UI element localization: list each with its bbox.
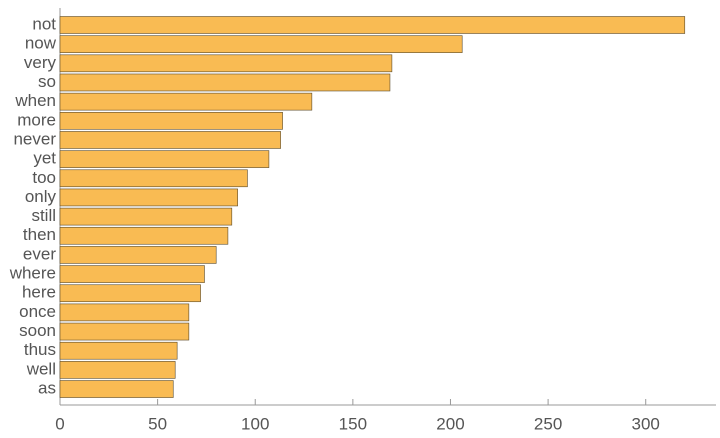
- y-tick-label: where: [9, 264, 56, 283]
- y-tick-label: here: [22, 283, 56, 302]
- y-tick-label: as: [38, 379, 56, 398]
- bar: [59, 322, 190, 341]
- bar: [59, 92, 313, 111]
- bar: [59, 35, 463, 53]
- y-tick-label: ever: [23, 244, 56, 263]
- y-tick-label: not: [32, 14, 56, 33]
- bar: [59, 112, 283, 130]
- bar: [59, 207, 233, 226]
- bar: [59, 361, 176, 379]
- y-tick-label: soon: [19, 321, 56, 340]
- x-tick-label: 250: [534, 414, 562, 433]
- y-tick-label: now: [25, 34, 57, 53]
- bar: [59, 226, 229, 245]
- bar: [59, 131, 281, 149]
- y-tick-label: very: [24, 53, 57, 72]
- bar: [59, 284, 201, 303]
- y-tick-label: never: [13, 129, 56, 148]
- y-tick-label: still: [31, 206, 56, 225]
- y-tick-label: only: [25, 187, 57, 206]
- y-tick-label: then: [23, 225, 56, 244]
- bar: [59, 54, 393, 73]
- x-tick-label: 100: [241, 414, 269, 433]
- bar: [59, 16, 686, 34]
- y-tick-label: once: [19, 302, 56, 321]
- y-tick-label: so: [38, 72, 56, 91]
- y-tick-label: thus: [24, 340, 56, 359]
- bar: [59, 246, 217, 264]
- bar: [59, 150, 270, 168]
- y-tick-label: well: [26, 359, 56, 378]
- y-tick-label: yet: [33, 149, 56, 168]
- x-tick-label: 0: [55, 414, 64, 433]
- bar: [59, 303, 190, 322]
- bar: [59, 188, 238, 207]
- x-tick-label: 50: [148, 414, 167, 433]
- y-tick-label: too: [32, 168, 56, 187]
- x-tick-label: 200: [436, 414, 464, 433]
- y-tick-label: when: [14, 91, 56, 110]
- y-tick-label: more: [17, 110, 56, 129]
- bar: [59, 341, 178, 360]
- bar: [59, 380, 174, 398]
- x-tick-label: 300: [632, 414, 660, 433]
- bar: [59, 73, 391, 92]
- bar: [59, 169, 248, 188]
- bar: [59, 265, 205, 283]
- x-tick-label: 150: [339, 414, 367, 433]
